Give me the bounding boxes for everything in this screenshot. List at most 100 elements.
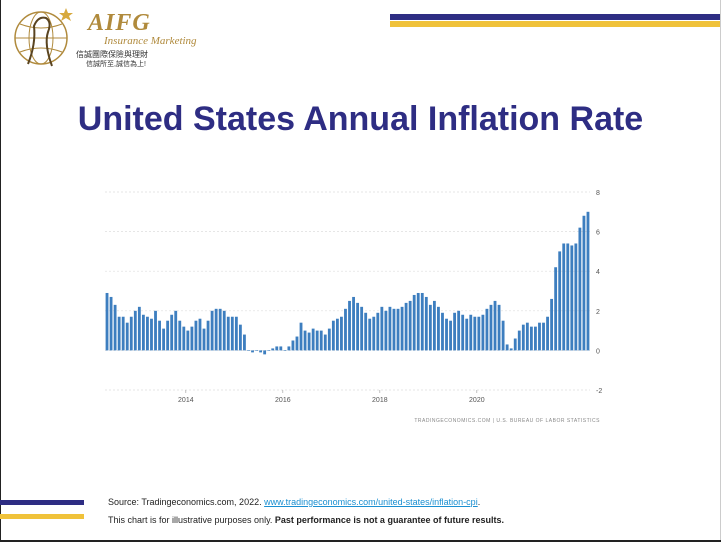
chart-bar bbox=[295, 336, 299, 351]
chart-bar bbox=[582, 215, 586, 351]
chart-bar bbox=[194, 320, 198, 351]
y-tick-label: 0 bbox=[596, 348, 600, 355]
chart-bar bbox=[247, 350, 250, 351]
chart-bar bbox=[586, 211, 590, 351]
chart-bar bbox=[166, 320, 170, 351]
chart-bar bbox=[283, 350, 287, 351]
chart-bar bbox=[457, 310, 461, 351]
chart-bar bbox=[259, 350, 263, 353]
chart-bar bbox=[534, 326, 537, 351]
chart-bar bbox=[238, 324, 242, 351]
chart-bar bbox=[566, 243, 570, 351]
chart-bar bbox=[368, 318, 372, 351]
chart-bar bbox=[449, 320, 452, 351]
chart-bar bbox=[408, 300, 412, 351]
disclaimer-note: This chart is for illustrative purposes … bbox=[108, 515, 548, 526]
chart-bar bbox=[521, 324, 525, 351]
chart-bar bbox=[202, 328, 206, 351]
chart-bar bbox=[497, 304, 501, 351]
chart-bar bbox=[319, 330, 323, 351]
y-tick-label: 2 bbox=[596, 309, 600, 316]
y-tick-label: 4 bbox=[596, 269, 600, 276]
company-logo: AIFG Insurance Marketing 信誠團際保險與理財 信誠所至,… bbox=[8, 4, 208, 72]
globe-figure-icon bbox=[14, 8, 73, 67]
chart-bar bbox=[352, 296, 355, 351]
chart-bar bbox=[210, 310, 214, 351]
chart-bar bbox=[234, 316, 238, 351]
chart-bar bbox=[477, 316, 481, 351]
y-tick-label: -2 bbox=[596, 388, 602, 395]
chart-bar bbox=[465, 318, 469, 351]
frame-left-border bbox=[0, 0, 1, 542]
chart-bar bbox=[105, 292, 109, 351]
chart-bar bbox=[525, 322, 529, 351]
frame-bottom-border bbox=[0, 540, 721, 542]
footer-accent-bar-gold bbox=[0, 514, 84, 519]
chart-bar bbox=[170, 314, 174, 351]
chart-bar bbox=[509, 348, 513, 351]
chart-bar bbox=[154, 310, 157, 351]
chart-bar bbox=[307, 332, 311, 351]
chart-bar bbox=[469, 314, 473, 351]
chart-bar bbox=[133, 310, 137, 351]
chart-bar bbox=[364, 312, 368, 351]
chart-bar bbox=[348, 300, 351, 351]
chart-bar bbox=[428, 304, 432, 351]
chart-bar bbox=[331, 320, 335, 351]
chart-bar bbox=[303, 330, 307, 351]
x-tick-label: 2018 bbox=[372, 397, 388, 404]
chart-bar bbox=[150, 318, 153, 351]
chart-bar bbox=[493, 300, 497, 351]
chart-bar bbox=[437, 306, 440, 351]
chart-bar bbox=[441, 312, 444, 351]
chart-bar bbox=[275, 346, 279, 351]
chart-bar bbox=[372, 316, 376, 351]
disclaimer-bold-text: Past performance is not a guarantee of f… bbox=[274, 515, 504, 525]
chart-bar bbox=[109, 296, 113, 351]
chart-bar bbox=[400, 306, 404, 351]
chart-bar bbox=[384, 310, 388, 351]
logo-wordmark: AIFG bbox=[88, 10, 151, 36]
chart-bar bbox=[121, 316, 125, 351]
chart-bar bbox=[311, 328, 315, 351]
chart-bar bbox=[542, 322, 545, 351]
chart-bar bbox=[416, 292, 420, 351]
chart-bar bbox=[299, 322, 303, 351]
x-tick-label: 2014 bbox=[178, 397, 194, 404]
chart-bar bbox=[271, 348, 275, 351]
source-note: Source: Tradingeconomics.com, 2022. www.… bbox=[108, 497, 480, 507]
chart-bar bbox=[404, 302, 408, 351]
chart-bar bbox=[445, 318, 448, 351]
chart-bar bbox=[424, 296, 428, 351]
chart-bar bbox=[129, 316, 133, 351]
chart-bar bbox=[396, 308, 400, 351]
source-link[interactable]: www.tradingeconomics.com/united-states/i… bbox=[264, 497, 478, 507]
chart-bar bbox=[344, 308, 347, 351]
chart-bar bbox=[327, 328, 331, 351]
chart-bar bbox=[287, 346, 291, 351]
chart-bar bbox=[137, 306, 141, 351]
chart-bar bbox=[538, 322, 541, 351]
chart-bar bbox=[198, 318, 202, 351]
header-accent-bar-gold bbox=[390, 21, 720, 27]
chart-bar bbox=[432, 300, 436, 351]
chart-bar bbox=[335, 318, 339, 351]
chart-bar bbox=[453, 312, 457, 351]
chart-bar bbox=[267, 350, 271, 351]
chart-bar bbox=[420, 292, 424, 351]
logo-chinese-line-2: 信誠所至,誠信為上! bbox=[86, 61, 146, 68]
chart-bar bbox=[117, 316, 121, 351]
chart-bar bbox=[279, 346, 283, 351]
chart-bar bbox=[505, 344, 509, 351]
chart-bar bbox=[574, 243, 578, 351]
chart-bar bbox=[230, 316, 234, 351]
chart-bar bbox=[162, 328, 166, 351]
chart-bar bbox=[578, 227, 582, 351]
chart-bar bbox=[388, 306, 392, 351]
chart-bar bbox=[570, 245, 574, 351]
chart-bar bbox=[291, 340, 295, 351]
chart-bar bbox=[141, 314, 145, 351]
chart-bar bbox=[174, 310, 178, 351]
y-tick-label: 6 bbox=[596, 230, 600, 237]
chart-bar bbox=[550, 298, 554, 351]
